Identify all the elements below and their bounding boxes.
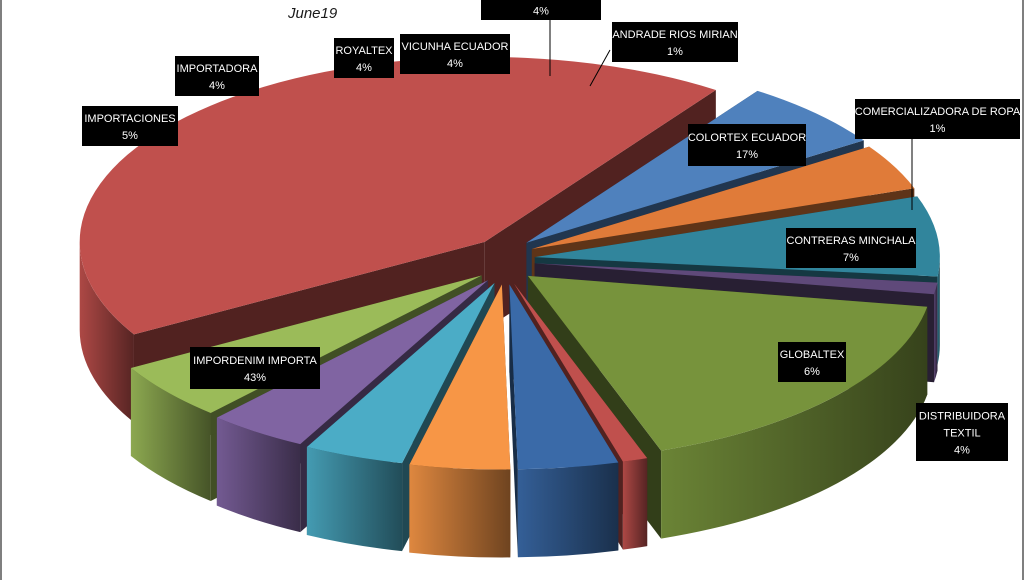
slice-royaltex-side-0 <box>306 447 403 552</box>
data-label-importadora: IMPORTADORA 4% <box>175 56 259 96</box>
data-label-name-importadora: IMPORTADORA <box>177 63 259 75</box>
slice-importaciones-side-0 <box>130 367 211 501</box>
slice-comercializadora-de-ropa-top <box>534 263 938 295</box>
chart-title: June19 <box>288 5 338 22</box>
frame-right-border <box>1022 0 1024 580</box>
data-label-colortex-ecuador: COLORTEX ECUADOR 17% <box>688 124 806 166</box>
data-label-box-distribuidora-textil <box>916 403 1008 461</box>
data-label-name-distribuidora-textil: TEXTIL <box>943 428 980 440</box>
data-label-box-contreras-minchala <box>786 228 916 268</box>
slice-comercializadora-de-ropa-side-0 <box>934 282 938 383</box>
leader-line-andrade-rios-mirian <box>589 49 611 87</box>
data-label-box-comercializadora-de-ropa <box>855 99 1020 139</box>
data-label-importaciones: IMPORTACIONES 5% <box>82 106 178 146</box>
data-label-vicunha-ecuador: VICUNHA ECUADOR 4% <box>400 34 510 74</box>
data-label-box-globaltex <box>778 342 846 382</box>
slice-vicunha-ecuador-side-0 <box>409 464 511 558</box>
data-label-name-contreras-minchala: CONTRERAS MINCHALA <box>787 235 917 247</box>
data-label-distribuidora-textil: DISTRIBUIDORA TEXTIL 4% <box>916 403 1008 461</box>
data-label-percent-andrade-rios-mirian: 1% <box>667 46 683 58</box>
data-label-box-slice-7 <box>481 0 601 20</box>
data-label-name-impordenim-importa: IMPORDENIM IMPORTA <box>193 355 317 367</box>
data-label-percent-distribuidora-textil: 4% <box>954 445 970 457</box>
data-label-name-globaltex: GLOBALTEX <box>780 349 845 361</box>
data-label-box-vicunha-ecuador <box>400 34 510 74</box>
data-label-name-vicunha-ecuador: VICUNHA ECUADOR <box>402 41 509 53</box>
frame-left-border <box>0 0 2 580</box>
slice-colortex-ecuador-top <box>527 275 928 451</box>
data-label-percent-impordenim-importa: 43% <box>244 372 266 384</box>
data-label-percent-globaltex: 6% <box>804 366 820 378</box>
data-label-percent-slice-7: 4% <box>533 6 549 18</box>
data-label-percent-importadora: 4% <box>209 80 225 92</box>
data-label-percent-importaciones: 5% <box>122 130 138 142</box>
data-label-percent-vicunha-ecuador: 4% <box>447 58 463 70</box>
data-label-name-distribuidora-textil: DISTRIBUIDORA <box>919 411 1006 423</box>
data-label-name-importaciones: IMPORTACIONES <box>84 113 175 125</box>
data-label-box-importadora <box>175 56 259 96</box>
slice-impordenim-importa-top <box>79 56 716 335</box>
data-label-box-royaltex <box>334 38 394 78</box>
slice-vicunha-ecuador <box>409 284 511 558</box>
data-label-box-colortex-ecuador <box>688 124 806 166</box>
data-label-andrade-rios-mirian: ANDRADE RIOS MIRIAN 1% <box>612 22 738 62</box>
slice-royaltex-top <box>306 283 495 464</box>
data-label-box-andrade-rios-mirian <box>612 22 738 62</box>
slice-andrade-rios-mirian-side-0 <box>622 458 648 550</box>
data-label-slice-7: 4% <box>481 0 601 20</box>
slice-impordenim-importa-side-0 <box>79 241 134 423</box>
slice-importadora-side-0 <box>216 417 301 533</box>
data-label-name-comercializadora-de-ropa: COMERCIALIZADORA DE ROPA <box>855 106 1021 118</box>
slice-contreras-minchala-side-0 <box>937 257 940 365</box>
slice-vicunha-ecuador-top <box>409 284 511 470</box>
data-label-box-importaciones <box>82 106 178 146</box>
data-label-percent-royaltex: 4% <box>356 62 372 74</box>
data-label-royaltex: ROYALTEX 4% <box>334 38 394 78</box>
slice-distribuidora-textil-top <box>531 146 915 250</box>
slice-slice-7-side-0 <box>517 462 619 558</box>
data-label-percent-comercializadora-de-ropa: 1% <box>930 123 946 135</box>
data-label-percent-colortex-ecuador: 17% <box>736 149 758 161</box>
data-label-impordenim-importa: IMPORDENIM IMPORTA 43% <box>190 347 320 389</box>
data-label-name-colortex-ecuador: COLORTEX ECUADOR <box>688 132 806 144</box>
data-label-contreras-minchala: CONTRERAS MINCHALA 7% <box>786 228 916 268</box>
slice-andrade-rios-mirian-top <box>513 283 648 462</box>
slice-slice-7-wall-1 <box>509 284 518 558</box>
data-label-name-royaltex: ROYALTEX <box>335 45 393 57</box>
data-label-percent-contreras-minchala: 7% <box>843 252 859 264</box>
slice-importadora-top <box>216 280 488 445</box>
slice-colortex-ecuador-side-0 <box>661 306 928 539</box>
slice-slice-7 <box>509 284 619 558</box>
slice-slice-7-top <box>509 284 619 470</box>
data-label-box-impordenim-importa <box>190 347 320 389</box>
data-label-name-andrade-rios-mirian: ANDRADE RIOS MIRIAN <box>612 29 737 41</box>
data-label-globaltex: GLOBALTEX 6% <box>778 342 846 382</box>
data-label-comercializadora-de-ropa: COMERCIALIZADORA DE ROPA 1% <box>855 99 1021 139</box>
